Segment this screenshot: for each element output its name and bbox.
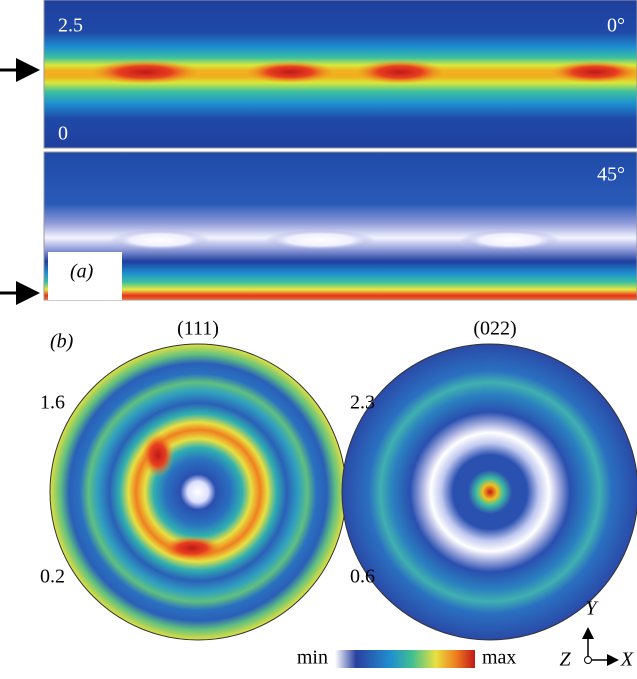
- scale-max: 2.3: [350, 392, 375, 414]
- pole-figure: [49, 343, 347, 641]
- scale-max: 2.5: [58, 15, 83, 37]
- pole-figure-title: (022): [473, 318, 516, 340]
- scale-min: 0.2: [40, 566, 65, 588]
- axis-label: X: [620, 649, 634, 671]
- axis-label: Y: [585, 598, 598, 620]
- colorbar: [335, 650, 475, 668]
- scale-min: 0: [58, 123, 68, 145]
- angle-label: 0°: [607, 15, 625, 37]
- angle-label: 45°: [597, 164, 625, 186]
- colorbar-min: min: [297, 647, 328, 669]
- colorbar-max: max: [482, 647, 516, 669]
- hotspot: [162, 536, 222, 560]
- pole-figure-title: (111): [177, 318, 219, 340]
- axis-triad: Y Z X: [559, 598, 633, 671]
- scale-min: 0.6: [350, 566, 375, 588]
- pole-figure: [341, 343, 637, 641]
- hotspot: [142, 433, 174, 477]
- panel-a-bottom: (a) 45°: [43, 151, 637, 301]
- panel-label: (b): [50, 331, 74, 353]
- axis-label: Z: [559, 649, 571, 671]
- panel-label: (a): [70, 261, 94, 283]
- panel-a-top: 2.5 0 0°: [43, 0, 637, 149]
- scale-max: 1.6: [40, 392, 65, 414]
